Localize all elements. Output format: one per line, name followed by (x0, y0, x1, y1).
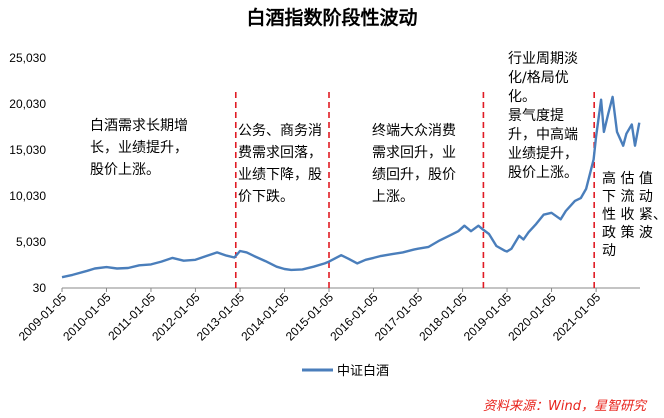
annotation-line: 终端大众消费 (372, 123, 456, 139)
annotation-line: 长，业绩提升， (90, 140, 188, 156)
annotation-line: 升，中高端 (508, 126, 578, 143)
annotation-line: 政 策 波 (602, 224, 653, 241)
annotation-line: 高 估 值 (602, 170, 653, 187)
annotation-line: 股价上涨。 (90, 162, 160, 178)
legend-label: 中证白酒 (337, 363, 389, 379)
phase-annotation: 高 估 值下 流 动性 收 紧、政 策 波动 (602, 170, 664, 259)
series-line (61, 95, 641, 279)
annotation-line: 股价上涨。 (508, 165, 578, 181)
annotation-line: 公务、商务消 (238, 123, 322, 139)
y-tick-label: 25,030 (9, 51, 46, 65)
y-tick-label: 5,030 (16, 235, 46, 249)
series-group (61, 95, 641, 279)
x-axis-ticks: 2009-01-052010-01-052011-01-052012-01-05… (16, 288, 604, 344)
x-tick-label: 2021-01-05 (550, 290, 604, 344)
annotation-line: 上涨。 (372, 189, 414, 205)
annotation-line: 景气度提 (508, 108, 564, 124)
annotation-line: 行业周期淡 (508, 51, 578, 67)
annotation-line: 化。 (508, 89, 536, 105)
legend: 中证白酒 (302, 363, 389, 379)
y-tick-label: 15,030 (9, 143, 46, 157)
annotation-line: 动 (602, 243, 616, 259)
annotation-line: 绩回升，股价 (372, 167, 456, 183)
chart-title: 白酒指数阶段性波动 (246, 6, 417, 29)
annotation-line: 费需求回落， (238, 145, 322, 161)
annotation-line: 性 收 紧、 (602, 207, 664, 223)
source-note: 资料来源：Wind，星智研究 (483, 398, 648, 414)
y-tick-label: 30 (33, 281, 47, 295)
y-tick-label: 20,030 (9, 97, 46, 111)
annotation-line: 价下跌。 (238, 189, 294, 205)
annotation-line: 业绩下降，股 (238, 167, 322, 183)
annotation-line: 下 流 动 (602, 189, 653, 205)
annotation-line: 白酒需求长期增 (90, 118, 188, 134)
annotation-line: 业绩提升， (508, 146, 578, 162)
annotation-line: 需求回升，业 (372, 145, 456, 161)
x-tick-label: 2010-01-05 (60, 290, 114, 344)
y-tick-label: 10,030 (9, 189, 46, 203)
y-axis-ticks: 30 5,030 10,030 15,030 20,030 25,030 (9, 51, 46, 295)
annotation-line: 化/格局优 (508, 70, 569, 86)
